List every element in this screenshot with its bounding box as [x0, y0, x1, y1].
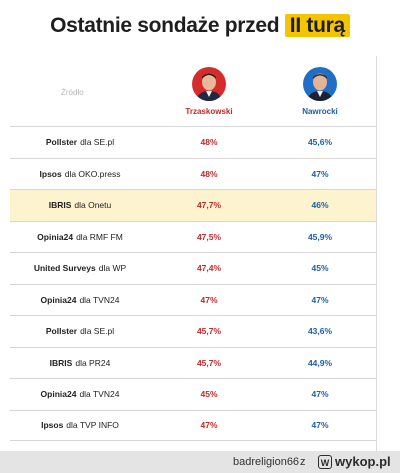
- media-name: dla OKO.press: [64, 168, 121, 179]
- trzaskowski-value: 47,5%: [196, 231, 222, 242]
- trzaskowski-value: 45,7%: [196, 326, 222, 337]
- pollster-name: Opinia24: [37, 231, 74, 242]
- pollster-name: Pollster: [45, 326, 78, 337]
- poll-source: Pollster dla SE.pl: [10, 127, 150, 158]
- table-row: IBRIS dla PR24 45,7% 44,9%: [10, 346, 376, 379]
- table-row: Pollster dla SE.pl 48% 45,6%: [10, 126, 376, 158]
- poll-source: United Surveys dla WP: [10, 253, 150, 284]
- nawrocki-value: 46%: [311, 200, 329, 211]
- table-row: United Surveys dla WP 47,4% 45%: [10, 252, 376, 284]
- footer-bar: badreligion66 z W wykop.pl: [0, 451, 400, 473]
- media-name: dla TVN24: [79, 389, 120, 400]
- trzaskowski-value: 47,7%: [196, 200, 222, 211]
- nawrocki-value: 45,6%: [307, 137, 333, 148]
- poll-source: Pollster dla SE.pl: [10, 316, 150, 347]
- table-row: IBRIS dla Onetu 47,7% 46%: [10, 189, 376, 221]
- media-name: dla RMF FM: [76, 231, 123, 242]
- table-row: Ipsos dla OKO.press 48% 47%: [10, 157, 376, 190]
- trzaskowski-value: 47%: [200, 294, 218, 305]
- pollster-name: IBRIS: [49, 357, 73, 368]
- table-row: Opinia24 dla TVN24 45% 47%: [10, 378, 376, 410]
- trzaskowski-value: 45%: [200, 389, 218, 400]
- footer-site: wykop.pl: [335, 454, 391, 469]
- poll-source: Opinia24 dla RMF FM: [10, 222, 150, 253]
- nawrocki-avatar: [303, 67, 337, 101]
- divider-line: [376, 56, 377, 451]
- pollster-name: Pollster: [45, 137, 78, 148]
- footer-separator: z: [300, 456, 306, 468]
- nawrocki-value: 47%: [311, 168, 329, 179]
- poll-card: Ostatnie sondaże przed II turą Źródło Tr…: [0, 0, 400, 451]
- table-row: Pollster dla SE.pl 45,7% 43,6%: [10, 315, 376, 347]
- media-name: dla WP: [98, 263, 127, 274]
- trzaskowski-value: 48%: [200, 137, 218, 148]
- media-name: dla Onetu: [74, 200, 112, 211]
- title-highlight: II turą: [284, 14, 350, 37]
- footer-username[interactable]: badreligion66: [233, 456, 300, 468]
- pollster-name: Opinia24: [40, 389, 77, 400]
- pollster-name: United Surveys: [33, 263, 96, 274]
- nawrocki-value: 47%: [311, 389, 329, 400]
- trzaskowski-value: 47,4%: [196, 263, 222, 274]
- table-row: Ipsos dla TVP INFO 47% 47%: [10, 409, 376, 441]
- trzaskowski-value: 47%: [200, 420, 218, 431]
- table-row: Opinia24 dla RMF FM 47,5% 45,9%: [10, 220, 376, 253]
- media-name: dla SE.pl: [80, 137, 115, 148]
- trzaskowski-avatar: [192, 67, 226, 101]
- wykop-logo-icon: W: [318, 454, 332, 469]
- nawrocki-value: 45%: [311, 263, 329, 274]
- pollster-name: Opinia24: [40, 294, 77, 305]
- poll-source: Opinia24 dla TVN24: [10, 285, 150, 316]
- media-name: dla TVN24: [79, 294, 120, 305]
- poll-source: Opinia24 dla TVN24: [10, 379, 150, 410]
- poll-source: Ipsos dla TVP INFO: [10, 411, 150, 441]
- wykop-logo[interactable]: W wykop.pl: [318, 454, 391, 469]
- trzaskowski-value: 48%: [200, 168, 218, 179]
- candidate-name-trzaskowski: Trzaskowski: [185, 107, 233, 116]
- page-title: Ostatnie sondaże przed II turą: [0, 14, 400, 38]
- nawrocki-value: 47%: [311, 420, 329, 431]
- nawrocki-value: 43,6%: [307, 326, 333, 337]
- trzaskowski-value: 45,7%: [196, 357, 222, 368]
- pollster-name: IBRIS: [48, 200, 72, 211]
- nawrocki-value: 47%: [311, 294, 329, 305]
- media-name: dla TVP INFO: [66, 420, 119, 431]
- poll-table: Pollster dla SE.pl 48% 45,6% Ipsos dla OKO.pr…: [10, 126, 376, 441]
- pollster-name: Ipsos: [41, 420, 64, 431]
- poll-source: IBRIS dla Onetu: [10, 190, 150, 221]
- table-row: Opinia24 dla TVN24 47% 47%: [10, 283, 376, 316]
- nawrocki-value: 45,9%: [307, 231, 333, 242]
- nawrocki-value: 44,9%: [307, 357, 333, 368]
- candidate-name-nawrocki: Nawrocki: [302, 107, 338, 116]
- title-text: Ostatnie sondaże przed: [50, 14, 280, 37]
- media-name: dla PR24: [75, 357, 111, 368]
- poll-source: Ipsos dla OKO.press: [10, 159, 150, 190]
- poll-source: IBRIS dla PR24: [10, 348, 150, 379]
- pollster-name: Ipsos: [39, 168, 62, 179]
- media-name: dla SE.pl: [80, 326, 115, 337]
- source-column-label: Źródło: [61, 88, 84, 97]
